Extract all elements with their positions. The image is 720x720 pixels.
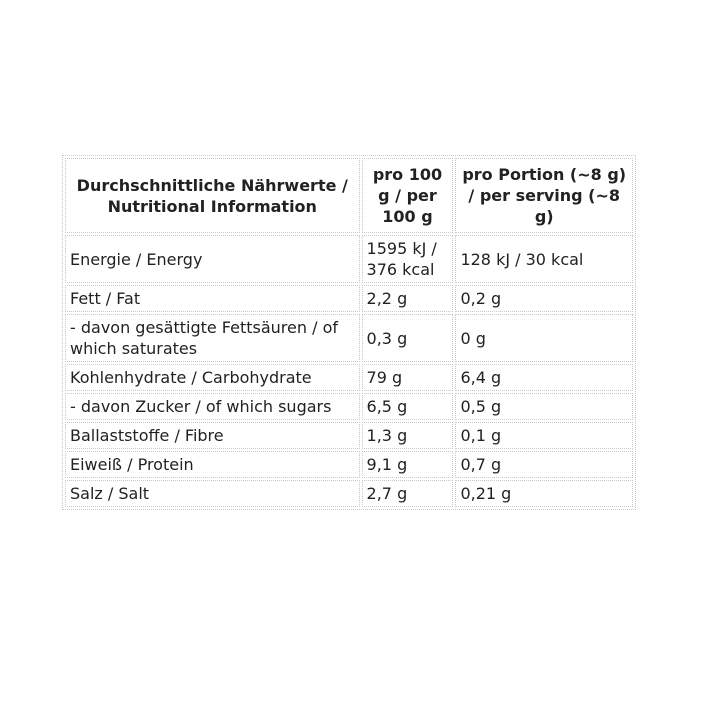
- table-row: Salz / Salt 2,7 g 0,21 g: [65, 480, 633, 507]
- table-row: - davon Zucker / of which sugars 6,5 g 0…: [65, 393, 633, 420]
- value-per-serving: 6,4 g: [455, 364, 633, 391]
- table-row: Energie / Energy 1595 kJ / 376 kcal 128 …: [65, 235, 633, 283]
- value-per-serving: 128 kJ / 30 kcal: [455, 235, 633, 283]
- value-per-serving: 0,7 g: [455, 451, 633, 478]
- value-per-100g: 1595 kJ / 376 kcal: [361, 235, 454, 283]
- value-per-100g: 1,3 g: [361, 422, 454, 449]
- table-row: Fett / Fat 2,2 g 0,2 g: [65, 285, 633, 312]
- header-per-100g: pro 100 g / per 100 g: [361, 158, 454, 233]
- table-row: Ballaststoffe / Fibre 1,3 g 0,1 g: [65, 422, 633, 449]
- value-per-serving: 0,21 g: [455, 480, 633, 507]
- nutrient-name: Energie / Energy: [65, 235, 360, 283]
- nutrient-name: Fett / Fat: [65, 285, 360, 312]
- header-nutrient: Durchschnittliche Nährwerte / Nutritiona…: [65, 158, 360, 233]
- nutrient-name: Eiweiß / Protein: [65, 451, 360, 478]
- nutrition-table: Durchschnittliche Nährwerte / Nutritiona…: [62, 155, 636, 510]
- value-per-100g: 6,5 g: [361, 393, 454, 420]
- value-per-serving: 0 g: [455, 314, 633, 362]
- nutrient-name: - davon Zucker / of which sugars: [65, 393, 360, 420]
- value-per-100g: 9,1 g: [361, 451, 454, 478]
- nutrient-name: - davon gesättigte Fettsäuren / of which…: [65, 314, 360, 362]
- nutrient-name: Salz / Salt: [65, 480, 360, 507]
- nutrient-name: Ballaststoffe / Fibre: [65, 422, 360, 449]
- table-row: - davon gesättigte Fettsäuren / of which…: [65, 314, 633, 362]
- value-per-serving: 0,2 g: [455, 285, 633, 312]
- value-per-serving: 0,1 g: [455, 422, 633, 449]
- value-per-serving: 0,5 g: [455, 393, 633, 420]
- table-row: Kohlenhydrate / Carbohydrate 79 g 6,4 g: [65, 364, 633, 391]
- header-per-serving: pro Portion (~8 g) / per serving (~8 g): [455, 158, 633, 233]
- value-per-100g: 0,3 g: [361, 314, 454, 362]
- table-header-row: Durchschnittliche Nährwerte / Nutritiona…: [65, 158, 633, 233]
- nutrient-name: Kohlenhydrate / Carbohydrate: [65, 364, 360, 391]
- value-per-100g: 2,7 g: [361, 480, 454, 507]
- value-per-100g: 79 g: [361, 364, 454, 391]
- table-row: Eiweiß / Protein 9,1 g 0,7 g: [65, 451, 633, 478]
- value-per-100g: 2,2 g: [361, 285, 454, 312]
